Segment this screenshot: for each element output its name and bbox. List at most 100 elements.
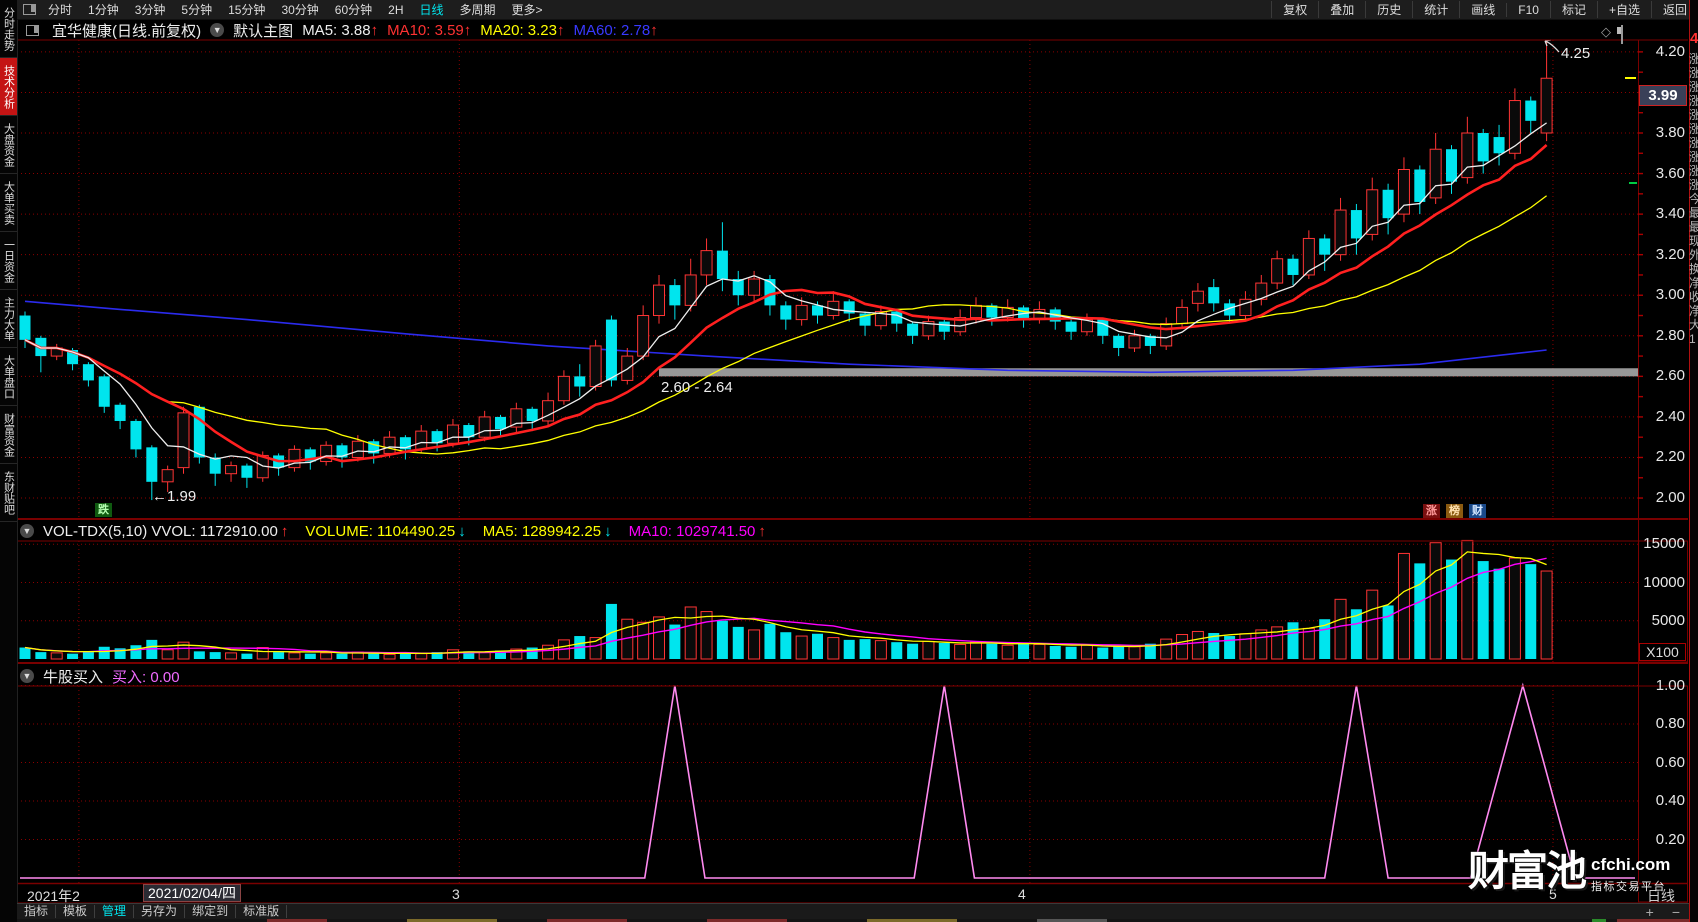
btn-template[interactable]: 模板: [56, 905, 96, 918]
rise-badge[interactable]: 涨: [1423, 504, 1440, 518]
chevron-down-icon[interactable]: ▼: [20, 524, 34, 538]
sidebar-item-technical[interactable]: 技术分析: [0, 58, 17, 116]
indicator-axis-label: 0.80: [1655, 715, 1685, 732]
btn-drawline[interactable]: 画线: [1459, 1, 1506, 18]
btn-f10[interactable]: F10: [1506, 2, 1550, 17]
window-icon[interactable]: [23, 4, 36, 15]
xaxis-month-may: 5: [1549, 886, 1557, 902]
sidebar-item-mainforce[interactable]: 主力大单: [0, 290, 17, 348]
price-axis-label: 3.20: [1655, 245, 1685, 263]
price-axis-label: 3.80: [1655, 124, 1685, 141]
btn-manage[interactable]: 管理: [95, 905, 135, 918]
split-view-icon[interactable]: [1621, 25, 1623, 44]
price-axis-label: 3.00: [1655, 286, 1685, 304]
watermark-title: 财富池: [1468, 847, 1587, 895]
volume-axis-label: 10000: [1643, 573, 1685, 591]
btn-history[interactable]: 历史: [1365, 1, 1412, 18]
sidebar-item-guba[interactable]: 东财贴吧: [0, 464, 17, 522]
sidebar-item-bigorders[interactable]: 大单买卖: [0, 174, 17, 232]
btn-add-watchlist[interactable]: +自选: [1596, 1, 1651, 18]
volume-unit-label: X100: [1639, 643, 1686, 661]
tab-3min[interactable]: 3分钟: [134, 3, 166, 17]
tab-multiperiod[interactable]: 多周期: [459, 3, 496, 17]
diamond-icon[interactable]: ◇: [1601, 24, 1611, 39]
price-axis-label: 2.40: [1655, 407, 1685, 425]
last-price-tag: 3.99: [1639, 85, 1687, 106]
symbol-title: 宜华健康(日线.前复权): [52, 22, 202, 40]
up-arrow-icon: ↑: [463, 21, 472, 39]
tab-60min[interactable]: 60分钟: [334, 3, 373, 17]
btn-standard[interactable]: 标准版: [236, 905, 288, 918]
fall-badge[interactable]: 跌: [95, 503, 112, 517]
clipped-bottom-row: [17, 919, 1698, 922]
tab-1min[interactable]: 1分钟: [88, 3, 119, 17]
indicator-axis-label: 0.40: [1655, 792, 1685, 809]
xaxis-month-apr: 4: [1018, 886, 1026, 902]
chevron-down-icon[interactable]: ▼: [20, 669, 34, 683]
watermark-tagline: 指标交易平台: [1591, 881, 1666, 893]
ma10-value: MA10: 3.59↑: [387, 21, 472, 39]
down-arrow-icon: ↓: [458, 522, 466, 540]
sidebar-item-timetrend[interactable]: 分时走势: [0, 0, 17, 58]
tab-more[interactable]: 更多>: [511, 3, 543, 17]
btn-mark[interactable]: 标记: [1549, 1, 1597, 18]
vol-ma10-value: MA10: 1029741.50: [628, 522, 756, 540]
sidebar-item-wealthfunds[interactable]: 财富资金: [0, 406, 17, 464]
xaxis-month-feb: 2021年2: [27, 888, 80, 904]
indicator-axis-label: 0.20: [1655, 830, 1685, 848]
period-toolbar: 分时 1分钟 3分钟 5分钟 15分钟 30分钟 60分钟 2H 日线 多周期 …: [17, 0, 1698, 20]
indicator-name[interactable]: 牛股买入: [43, 668, 104, 686]
indicator-pane-header: ▼ 牛股买入 买入: 0.00: [20, 667, 180, 686]
tab-5min[interactable]: 5分钟: [181, 3, 213, 17]
btn-back[interactable]: 返回: [1650, 1, 1698, 18]
btn-saveas[interactable]: 另存为: [134, 905, 186, 918]
price-axis-label: 3.40: [1655, 205, 1685, 223]
sidebar-item-orderbook[interactable]: 大单盘口: [0, 348, 17, 406]
layout-label[interactable]: 默认主图: [233, 22, 294, 40]
watermark: 财富池 cfchi.com 指标交易平台: [1468, 849, 1670, 894]
ma5-value: MA5: 3.88↑: [302, 21, 379, 39]
vol-indicator-value[interactable]: VOL-TDX(5,10) VVOL: 1172910.00: [43, 522, 278, 540]
ma20-value: MA20: 3.23↑: [480, 21, 565, 39]
zoom-in-button[interactable]: +: [1645, 903, 1654, 920]
xaxis-month-mar: 3: [452, 886, 460, 902]
clipped-right-value: 4: [1690, 30, 1698, 47]
btn-bindto[interactable]: 绑定到: [185, 905, 237, 918]
tab-30min[interactable]: 30分钟: [281, 3, 319, 17]
up-arrow-icon: ↑: [370, 21, 379, 39]
btn-fuquan[interactable]: 复权: [1271, 1, 1318, 18]
chevron-down-icon[interactable]: ▼: [210, 23, 225, 37]
btn-stats[interactable]: 统计: [1412, 1, 1459, 18]
up-arrow-icon: ↑: [650, 21, 658, 39]
bottom-toolbar: 指标 模板 管理 另存为 绑定到 标准版 + −: [17, 903, 1698, 920]
up-arrow-icon: ↑: [280, 522, 289, 540]
tab-daily[interactable]: 日线: [419, 3, 444, 17]
chart-window-icon[interactable]: [26, 24, 39, 36]
yellow-axis-marker: [1625, 77, 1636, 79]
period-label[interactable]: 日线: [1647, 888, 1675, 904]
band-range-label: 2.60 - 2.64: [661, 379, 733, 396]
volume-pane-header: ▼ VOL-TDX(5,10) VVOL: 1172910.00 ↑ VOLUME…: [20, 522, 766, 540]
price-axis-label: 2.80: [1655, 326, 1685, 344]
tab-2h[interactable]: 2H: [388, 2, 404, 17]
up-arrow-icon: ↑: [557, 21, 565, 39]
btn-indicator[interactable]: 指标: [17, 905, 57, 918]
low-price-annotation: ←1.99: [152, 488, 197, 505]
indicator-axis-label: 1.00: [1655, 676, 1685, 694]
tab-15min[interactable]: 15分钟: [228, 3, 266, 17]
xaxis-selected-date[interactable]: 2021/02/04/四: [143, 884, 241, 902]
volume-axis-label: 15000: [1643, 535, 1685, 553]
wealth-badge[interactable]: 财: [1469, 504, 1486, 518]
clipped-right-panel: [1689, 0, 1698, 922]
zoom-out-button[interactable]: −: [1671, 903, 1680, 920]
main-chart-header: 宜华健康(日线.前复权) ▼ 默认主图 MA5: 3.88↑ MA10: 3.5…: [20, 21, 658, 40]
price-axis-label: 3.60: [1655, 164, 1685, 182]
price-axis-label: 2.00: [1655, 489, 1685, 507]
price-axis-label: 4.20: [1655, 42, 1685, 60]
sidebar-item-marketfunds[interactable]: 大盘资金: [0, 116, 17, 174]
sidebar-item-dayfunds[interactable]: 一日资金: [0, 232, 17, 290]
rank-badge[interactable]: 榜: [1446, 504, 1463, 518]
tab-fenshi[interactable]: 分时: [48, 3, 73, 17]
btn-overlay[interactable]: 叠加: [1318, 1, 1365, 18]
